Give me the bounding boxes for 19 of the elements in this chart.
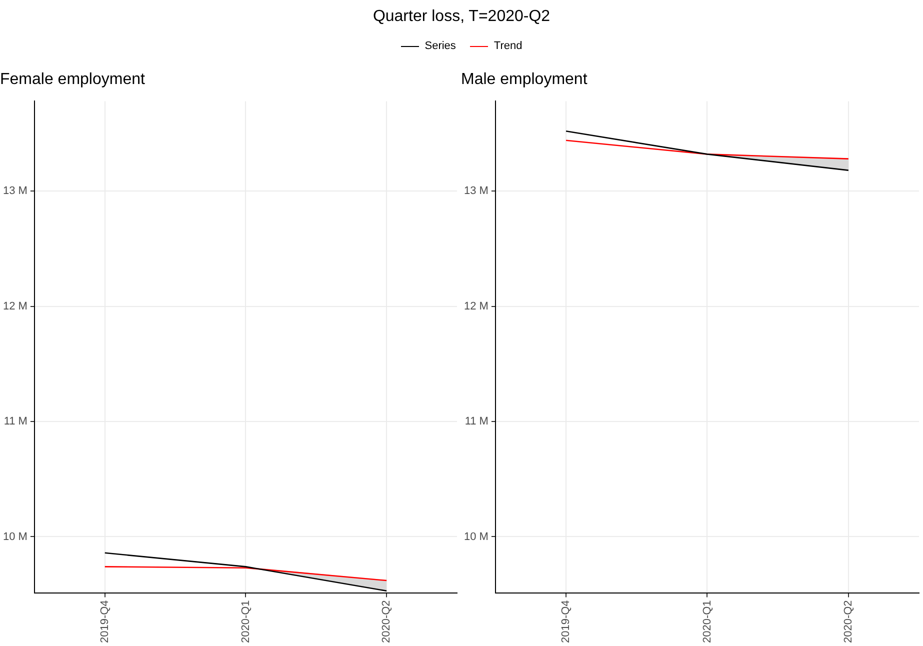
y-tick-label: 13 M [464,185,488,198]
y-tick-label: 13 M [2,185,28,198]
legend-label: Series [424,40,456,52]
x-tick-label: 2020-Q2 [380,600,393,644]
y-tick-label: 10 M [2,530,28,543]
y-tick-label: 12 M [464,300,488,312]
chart-title: Female employment [0,71,146,88]
text: Quarter loss, T=2020-Q2 [372,8,552,26]
x-tick-label: 2020-Q1 [701,600,714,644]
y-tick-label: 10 M [464,530,488,543]
x-tick-label: 2020-Q1 [240,600,252,644]
chart-title: Male employment [461,71,588,88]
y-tick-label: 12 M [2,300,28,312]
x-tick-label: 2019-Q4 [98,600,111,644]
x-tick-label: 2019-Q4 [560,600,572,644]
legend-label: Trend [494,40,522,52]
y-tick-label: 11 M [464,416,488,428]
x-tick-label: 2020-Q2 [842,600,854,644]
y-tick-label: 11 M [4,416,28,428]
